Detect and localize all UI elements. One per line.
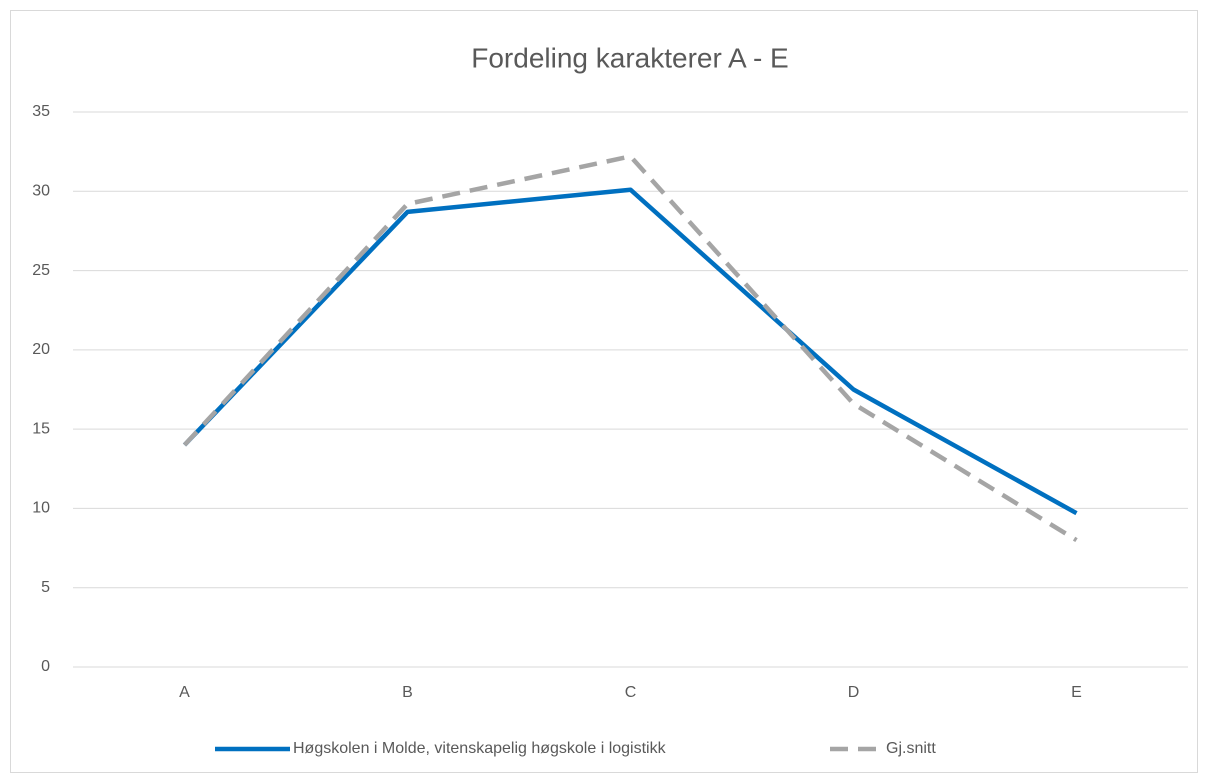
series-line	[182, 187, 1078, 516]
y-tick-label: 20	[32, 341, 50, 358]
y-tick-label: 15	[32, 420, 50, 437]
y-tick-label: 5	[41, 579, 50, 596]
x-tick-label: C	[625, 684, 637, 701]
chart-border	[10, 10, 1198, 773]
y-tick-label: 30	[32, 183, 50, 200]
legend-label: Høgskolen i Molde, vitenskapelig høgskol…	[293, 740, 667, 757]
y-tick-label: 10	[32, 500, 50, 517]
x-tick-label: D	[848, 684, 860, 701]
y-tick-label: 0	[41, 658, 50, 675]
x-tick-label: B	[402, 684, 413, 701]
x-tick-label: A	[179, 684, 190, 701]
y-tick-label: 25	[32, 262, 50, 279]
y-tick-label: 35	[32, 103, 50, 120]
chart-title: Fordeling karakterer A - E	[471, 42, 788, 73]
x-tick-label: E	[1071, 684, 1082, 701]
legend-label: Gj.snitt	[886, 740, 936, 757]
